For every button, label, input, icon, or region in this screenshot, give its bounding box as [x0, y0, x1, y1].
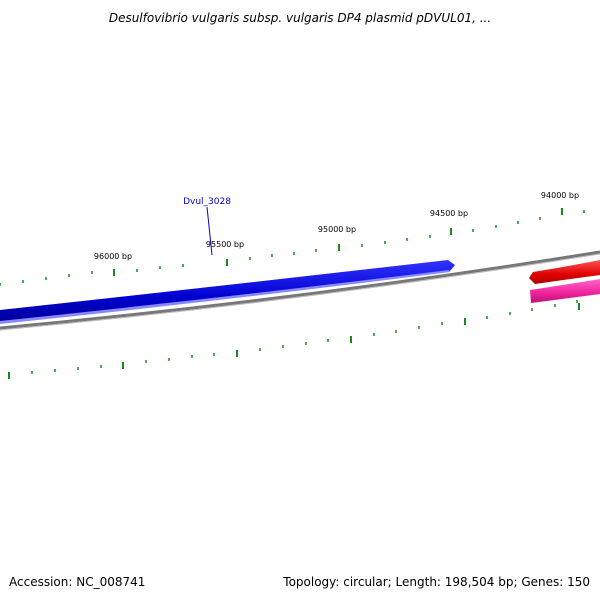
gene-label-leader	[206, 206, 213, 256]
tick-label-95500: 95500 bp	[206, 240, 244, 249]
forward-gene-shadow	[0, 270, 450, 324]
tick-label-95000: 95000 bp	[318, 225, 356, 234]
outer-major-ticks	[113, 208, 563, 276]
backbone-outer	[0, 250, 600, 330]
forward-gene-arrow[interactable]	[0, 260, 455, 322]
tick-label-94000: 94000 bp	[541, 191, 579, 200]
tick-label-94500: 94500 bp	[430, 209, 468, 218]
reverse-gene-arrow-red[interactable]	[529, 260, 600, 284]
reverse-gene-bar-pink[interactable]	[530, 279, 600, 303]
map-title: Desulfovibrio vulgaris subsp. vulgaris D…	[109, 11, 491, 25]
gene-label-dvul-3028[interactable]: Dvul_3028	[183, 197, 231, 207]
summary-text: Topology: circular; Length: 198,504 bp; …	[282, 575, 590, 589]
accession-text: Accession: NC_008741	[9, 575, 145, 589]
backbone-inner	[0, 253, 600, 331]
inner-major-ticks	[8, 303, 580, 379]
outer-tick-ring	[0, 210, 585, 286]
tick-label-96000: 96000 bp	[94, 252, 132, 261]
inner-tick-ring	[31, 300, 578, 374]
